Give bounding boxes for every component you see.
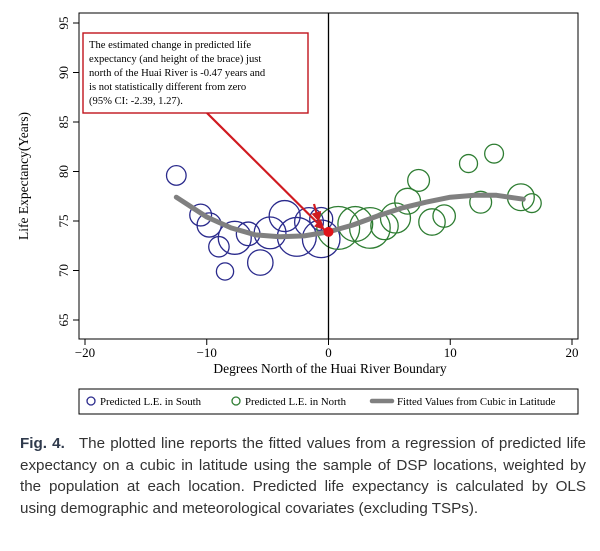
y-tick-label: 85 — [56, 116, 71, 129]
south-point — [246, 249, 274, 276]
y-tick-label: 70 — [56, 264, 71, 277]
legend-south-marker — [86, 396, 96, 406]
y-axis-title: Life Expectancy(Years) — [16, 112, 31, 240]
south-series — [165, 165, 341, 281]
south-point — [217, 220, 252, 255]
fitted-cubic-line — [173, 192, 526, 240]
discontinuity-estimate-marker — [323, 226, 334, 237]
annotation-arrow-small-head — [311, 211, 322, 222]
legend-north-marker — [231, 396, 241, 406]
annotation-line-1: The estimated change in predicted life — [89, 40, 251, 51]
north-point — [316, 205, 361, 250]
legend-south-label: Predicted L.E. in South — [100, 396, 202, 408]
north-point — [484, 143, 505, 164]
scatter-chart: 65 70 75 80 85 90 95 −20 −10 0 10 20 The estimated… — [16, 12, 579, 415]
legend-fitted-label: Fitted Values from Cubic in Latitude — [397, 396, 556, 408]
legend: Predicted L.E. in South Predicted L.E. i… — [78, 388, 579, 415]
y-tick-label: 90 — [56, 66, 71, 79]
north-point — [407, 168, 431, 192]
south-point — [165, 165, 187, 186]
north-point — [418, 208, 446, 236]
legend-north-label: Predicted L.E. in North — [245, 396, 347, 408]
x-tick-label: 10 — [444, 345, 457, 360]
south-point — [189, 203, 213, 227]
x-axis-title: Degrees North of the Huai River Boundary — [213, 361, 446, 376]
annotation-line-2: expectancy (and height of the brace) jus… — [89, 54, 261, 65]
annotation-arrow-main — [206, 112, 326, 231]
north-point — [469, 190, 493, 214]
x-axis: −20 −10 0 10 20 — [75, 339, 579, 360]
south-point — [309, 206, 334, 232]
y-tick-label: 75 — [56, 215, 71, 228]
x-tick-label: 20 — [566, 345, 579, 360]
y-axis: 65 70 75 80 85 90 95 — [56, 17, 79, 327]
south-point — [215, 262, 235, 281]
annotation-box — [82, 32, 309, 114]
x-tick-label: 0 — [325, 345, 332, 360]
y-tick-label: 95 — [56, 17, 71, 30]
caption-label: Fig. 4. — [20, 435, 65, 452]
north-point — [521, 193, 542, 214]
y-tick-label: 65 — [56, 314, 71, 327]
figure-caption: Fig. 4. The plotted line reports the fitt… — [20, 433, 586, 519]
south-point — [301, 219, 341, 259]
y-tick-label: 80 — [56, 165, 71, 178]
x-tick-label: −10 — [197, 345, 217, 360]
south-point — [268, 199, 301, 233]
caption-text: The plotted line reports the fitted valu… — [20, 435, 586, 517]
x-tick-label: −20 — [75, 345, 95, 360]
north-point — [458, 153, 479, 174]
annotation-line-5: (95% CI: -2.39, 1.27). — [89, 96, 183, 107]
annotation-line-4: is not statistically different from zero — [89, 82, 246, 93]
annotation-text: The estimated change in predicted life e… — [89, 40, 266, 107]
legend-box — [78, 388, 579, 415]
annotation-arrows — [206, 112, 326, 231]
annotation-line-3: north of the Huai River is -0.47 years a… — [89, 68, 266, 79]
north-point — [432, 204, 457, 228]
annotation-arrow-main-head — [313, 219, 325, 230]
